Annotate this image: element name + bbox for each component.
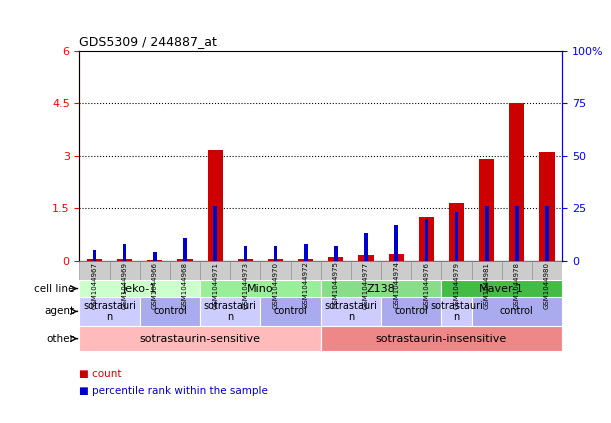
Bar <box>213 206 217 261</box>
Bar <box>79 297 140 326</box>
Text: GSM1044977: GSM1044977 <box>363 261 369 309</box>
Text: sotrastauri
n: sotrastauri n <box>430 301 483 322</box>
Bar <box>442 261 472 280</box>
Text: sotrastauri
n: sotrastauri n <box>324 301 378 322</box>
Bar <box>532 261 562 280</box>
Bar <box>472 261 502 280</box>
Bar <box>200 297 260 326</box>
Bar <box>260 297 321 326</box>
Bar <box>425 219 428 261</box>
Bar <box>268 259 283 261</box>
Bar <box>479 159 494 261</box>
Bar <box>208 151 223 261</box>
Text: GSM1044979: GSM1044979 <box>453 261 459 309</box>
Text: control: control <box>153 306 187 316</box>
Text: control: control <box>274 306 307 316</box>
Bar <box>502 261 532 280</box>
Bar <box>153 252 156 261</box>
Bar <box>472 297 562 326</box>
Bar <box>515 206 519 261</box>
Bar <box>455 212 458 261</box>
Bar <box>183 238 187 261</box>
Text: GSM1044980: GSM1044980 <box>544 261 550 309</box>
Bar <box>244 246 247 261</box>
Text: sotrastauri
n: sotrastauri n <box>83 301 136 322</box>
Bar <box>449 203 464 261</box>
Bar <box>177 259 192 261</box>
Bar <box>170 261 200 280</box>
Text: ■ percentile rank within the sample: ■ percentile rank within the sample <box>79 385 268 396</box>
Bar <box>79 280 200 297</box>
Bar <box>79 261 109 280</box>
Bar <box>230 261 260 280</box>
Bar <box>291 261 321 280</box>
Bar <box>238 259 253 261</box>
Bar <box>442 297 472 326</box>
Text: ■ count: ■ count <box>79 368 122 379</box>
Text: control: control <box>500 306 534 316</box>
Bar <box>260 261 291 280</box>
Bar <box>123 244 126 261</box>
Bar <box>298 259 313 261</box>
Bar <box>274 246 277 261</box>
Text: GSM1044981: GSM1044981 <box>484 261 489 309</box>
Text: GSM1044967: GSM1044967 <box>92 261 98 309</box>
Text: agent: agent <box>45 306 75 316</box>
Bar <box>381 261 411 280</box>
Bar <box>364 233 368 261</box>
Bar <box>485 206 489 261</box>
Bar <box>109 261 140 280</box>
Bar <box>389 254 404 261</box>
Bar <box>93 250 97 261</box>
Bar <box>442 280 562 297</box>
Bar <box>200 280 321 297</box>
Bar <box>321 261 351 280</box>
Bar <box>321 280 442 297</box>
Text: Jeko-1: Jeko-1 <box>123 283 157 294</box>
Bar <box>328 257 343 261</box>
Text: other: other <box>46 334 75 343</box>
Text: cell line: cell line <box>34 283 75 294</box>
Bar <box>334 246 338 261</box>
Bar <box>540 152 555 261</box>
Bar <box>394 225 398 261</box>
Text: GSM1044971: GSM1044971 <box>212 261 218 309</box>
Bar <box>321 297 381 326</box>
Text: sotrastaurin-insensitive: sotrastaurin-insensitive <box>376 334 507 343</box>
Bar <box>200 261 230 280</box>
Text: Maver-1: Maver-1 <box>480 283 524 294</box>
Bar <box>147 260 163 261</box>
Text: sotrastaurin-sensitive: sotrastaurin-sensitive <box>139 334 261 343</box>
Bar <box>321 326 562 351</box>
Bar <box>87 259 102 261</box>
Text: Mino: Mino <box>247 283 274 294</box>
Text: Z138: Z138 <box>367 283 395 294</box>
Bar <box>304 244 307 261</box>
Text: GSM1044975: GSM1044975 <box>333 261 339 308</box>
Bar <box>381 297 442 326</box>
Text: control: control <box>395 306 428 316</box>
Text: GSM1044972: GSM1044972 <box>302 261 309 308</box>
Text: GSM1044966: GSM1044966 <box>152 261 158 309</box>
Text: GDS5309 / 244887_at: GDS5309 / 244887_at <box>79 35 218 48</box>
Bar <box>351 261 381 280</box>
Bar <box>79 326 321 351</box>
Text: GSM1044973: GSM1044973 <box>243 261 248 309</box>
Text: GSM1044978: GSM1044978 <box>514 261 520 309</box>
Bar <box>140 261 170 280</box>
Text: GSM1044969: GSM1044969 <box>122 261 128 309</box>
Bar <box>419 217 434 261</box>
Bar <box>117 259 132 261</box>
Text: GSM1044976: GSM1044976 <box>423 261 430 309</box>
Text: GSM1044970: GSM1044970 <box>273 261 279 309</box>
Text: sotrastauri
n: sotrastauri n <box>204 301 257 322</box>
Text: GSM1044974: GSM1044974 <box>393 261 399 308</box>
Text: GSM1044968: GSM1044968 <box>182 261 188 309</box>
Bar <box>411 261 441 280</box>
Bar <box>510 103 524 261</box>
Bar <box>359 255 373 261</box>
Bar <box>140 297 200 326</box>
Bar <box>545 206 549 261</box>
